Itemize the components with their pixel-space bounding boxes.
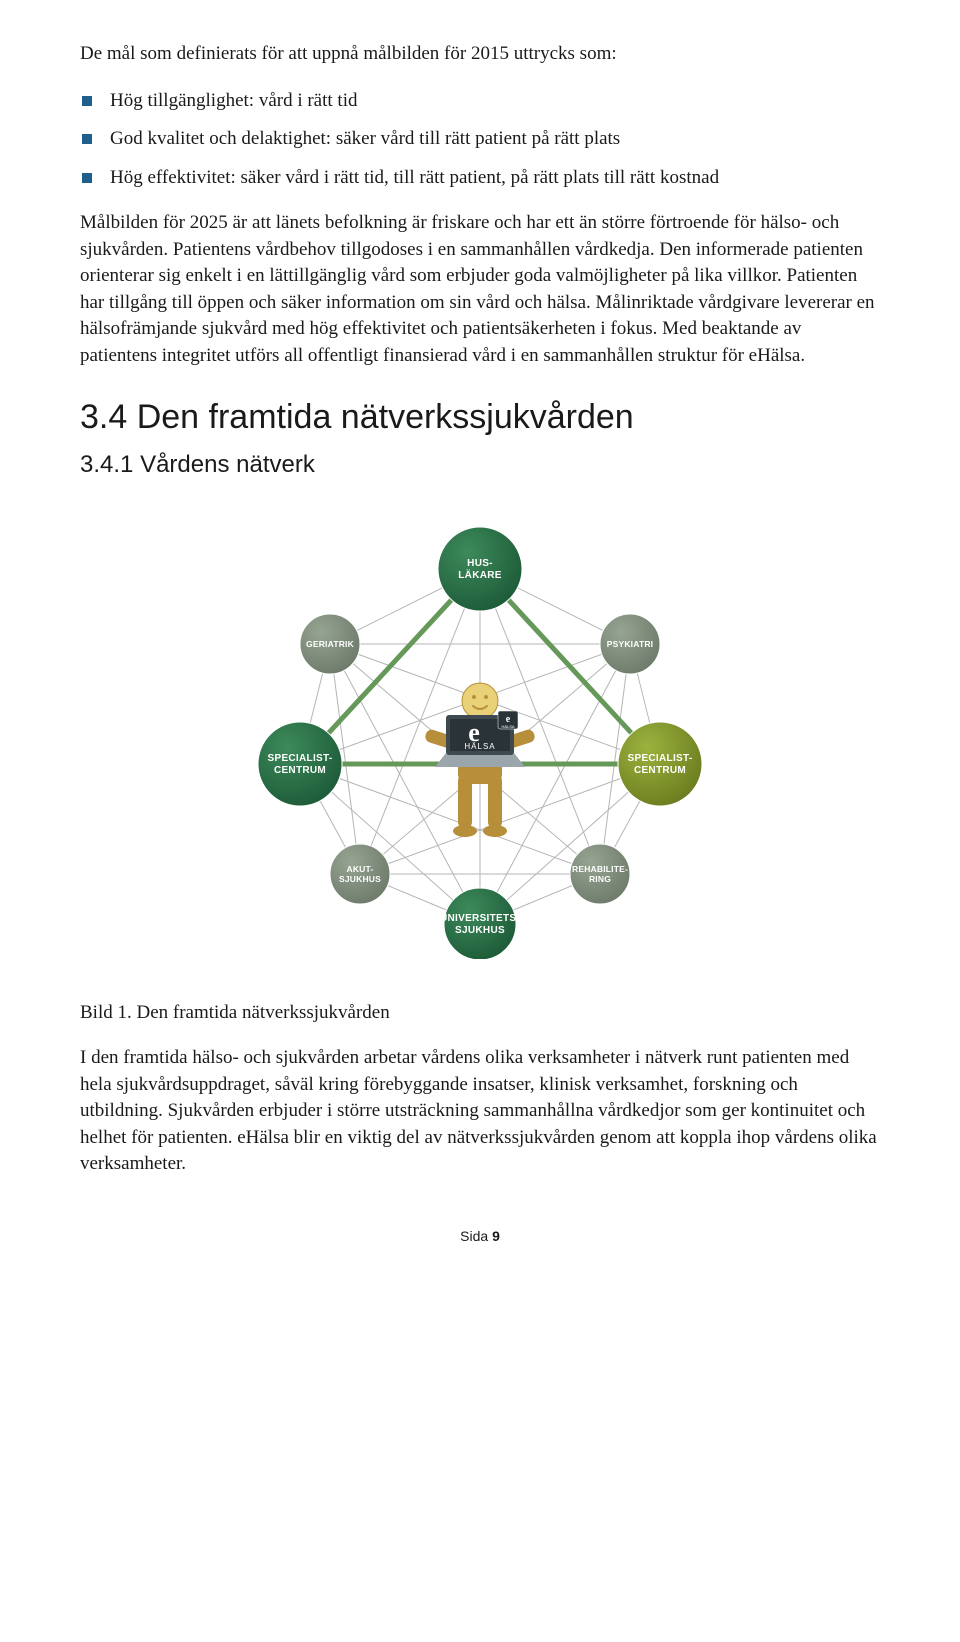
bullet-item: God kvalitet och delaktighet: säker vård… bbox=[80, 125, 880, 154]
svg-text:CENTRUM: CENTRUM bbox=[634, 765, 686, 776]
footer-label: Sida bbox=[460, 1228, 488, 1244]
svg-text:PSYKIATRI: PSYKIATRI bbox=[607, 639, 654, 649]
svg-text:SJUKHUS: SJUKHUS bbox=[455, 925, 505, 936]
svg-text:GERIATRIK: GERIATRIK bbox=[306, 639, 355, 649]
svg-text:LÄKARE: LÄKARE bbox=[458, 568, 501, 581]
intro-text: De mål som definierats för att uppnå mål… bbox=[80, 40, 880, 69]
svg-text:SPECIALIST-: SPECIALIST- bbox=[268, 753, 333, 764]
svg-text:UNIVERSITETS-: UNIVERSITETS- bbox=[440, 913, 520, 924]
paragraph-2025: Målbilden för 2025 är att länets befolkn… bbox=[80, 210, 880, 370]
bullet-item: Hög tillgänglighet: vård i rätt tid bbox=[80, 87, 880, 116]
svg-text:AKUT-: AKUT- bbox=[347, 864, 374, 874]
svg-text:HÄLSA: HÄLSA bbox=[501, 724, 514, 729]
network-diagram: HUS-LÄKAREPSYKIATRISPECIALIST-CENTRUMREH… bbox=[80, 509, 880, 959]
svg-text:CENTRUM: CENTRUM bbox=[274, 765, 326, 776]
subsection-heading: 3.4.1 Vårdens nätverk bbox=[80, 451, 880, 479]
svg-text:REHABILITE-: REHABILITE- bbox=[572, 864, 628, 874]
footer-page-number: 9 bbox=[492, 1228, 500, 1244]
section-number: 3.4 bbox=[80, 398, 127, 436]
paragraph-network: I den framtida hälso- och sjukvården arb… bbox=[80, 1045, 880, 1178]
page-footer: Sida 9 bbox=[80, 1228, 880, 1244]
figure-caption: Bild 1. Den framtida nätverkssjukvården bbox=[80, 999, 880, 1028]
bullet-item: Hög effektivitet: säker vård i rätt tid,… bbox=[80, 164, 880, 193]
section-heading: 3.4 Den framtida nätverkssjukvården bbox=[80, 398, 880, 437]
svg-text:SPECIALIST-: SPECIALIST- bbox=[628, 753, 693, 764]
svg-text:RING: RING bbox=[589, 874, 611, 884]
section-title: Den framtida nätverkssjukvården bbox=[137, 398, 634, 436]
svg-text:HÄLSA: HÄLSA bbox=[464, 742, 495, 751]
svg-text:SJUKHUS: SJUKHUS bbox=[339, 874, 381, 884]
goal-bullets: Hög tillgänglighet: vård i rätt tid God … bbox=[80, 87, 880, 193]
svg-text:HUS-: HUS- bbox=[467, 558, 493, 569]
subsection-number: 3.4.1 bbox=[80, 451, 133, 478]
subsection-title: Vårdens nätverk bbox=[140, 451, 315, 478]
